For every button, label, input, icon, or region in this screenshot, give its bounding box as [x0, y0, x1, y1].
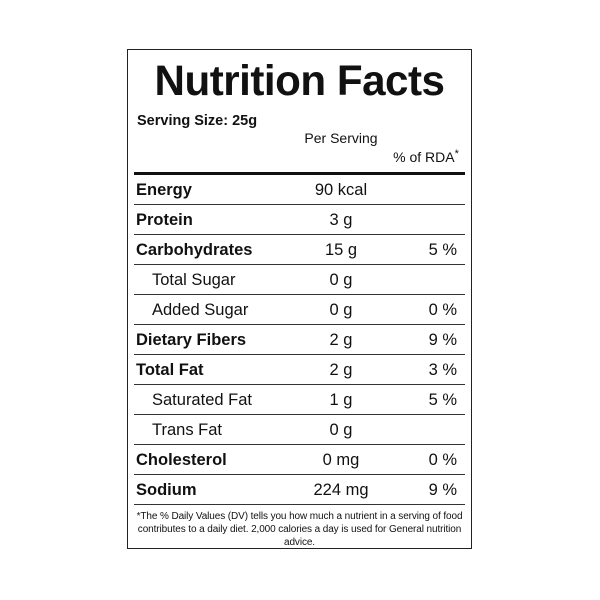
nutrient-amount: 0 g: [329, 301, 353, 319]
nutrient-amount: 2 g: [329, 361, 353, 379]
nutrient-row-dietary-fibers: Dietary Fibers 2 g 9 %: [134, 325, 465, 355]
serving-size: Serving Size: 25g: [137, 113, 258, 129]
nutrient-amount: 90 kcal: [314, 181, 368, 199]
nutrient-amount: 2 g: [329, 331, 353, 349]
nutrient-name: Energy: [136, 181, 192, 199]
nutrient-name: Protein: [136, 211, 193, 229]
nutrient-table: Energy 90 kcal Protein 3 g Carbohydrates…: [134, 175, 465, 505]
nutrient-rda: 3 %: [428, 361, 457, 379]
column-header-rda-text: % of RDA: [393, 149, 455, 165]
nutrient-name: Dietary Fibers: [136, 331, 247, 349]
nutrient-row-carbohydrates: Carbohydrates 15 g 5 %: [134, 235, 465, 265]
nutrient-row-total-fat: Total Fat 2 g 3 %: [134, 355, 465, 385]
nutrient-name: Sodium: [136, 481, 197, 499]
nutrient-row-saturated-fat: Saturated Fat 1 g 5 %: [134, 385, 465, 415]
nutrient-name: Saturated Fat: [152, 391, 252, 409]
nutrient-name: Added Sugar: [152, 301, 249, 319]
nutrient-name: Trans Fat: [152, 421, 222, 439]
nutrient-rda: 9 %: [428, 331, 457, 349]
nutrient-row-trans-fat: Trans Fat 0 g: [134, 415, 465, 445]
label-title: Nutrition Facts: [154, 57, 445, 105]
nutrient-rda: 0 %: [428, 451, 457, 469]
nutrient-amount: 0 g: [329, 271, 353, 289]
nutrition-facts-label: Nutrition Facts Serving Size: 25g Per Se…: [127, 49, 472, 549]
nutrient-row-added-sugar: Added Sugar 0 g 0 %: [134, 295, 465, 325]
column-header-rda: % of RDA*: [386, 146, 466, 165]
nutrient-name: Total Fat: [136, 361, 204, 379]
nutrient-name: Cholesterol: [136, 451, 227, 469]
footnote: *The % Daily Values (DV) tells you how m…: [136, 511, 463, 548]
nutrient-row-sodium: Sodium 224 mg 9 %: [134, 475, 465, 505]
nutrient-row-protein: Protein 3 g: [134, 205, 465, 235]
nutrient-amount: 0 mg: [322, 451, 360, 469]
column-header-rda-mark: *: [454, 148, 459, 160]
nutrient-amount: 1 g: [329, 391, 353, 409]
nutrient-name: Total Sugar: [152, 271, 236, 289]
nutrient-rda: 0 %: [428, 301, 457, 319]
nutrient-amount: 0 g: [329, 421, 353, 439]
nutrient-rda: 5 %: [428, 241, 457, 259]
header-divider: [134, 172, 465, 175]
nutrient-amount: 15 g: [324, 241, 358, 259]
nutrient-name: Carbohydrates: [136, 241, 253, 259]
column-header-per-serving: Per Serving: [304, 130, 378, 146]
nutrient-amount: 224 mg: [313, 481, 369, 499]
nutrient-row-cholesterol: Cholesterol 0 mg 0 %: [134, 445, 465, 475]
nutrient-row-total-sugar: Total Sugar 0 g: [134, 265, 465, 295]
nutrient-rda: 9 %: [428, 481, 457, 499]
nutrient-amount: 3 g: [329, 211, 353, 229]
nutrient-row-energy: Energy 90 kcal: [134, 175, 465, 205]
nutrient-rda: 5 %: [428, 391, 457, 409]
